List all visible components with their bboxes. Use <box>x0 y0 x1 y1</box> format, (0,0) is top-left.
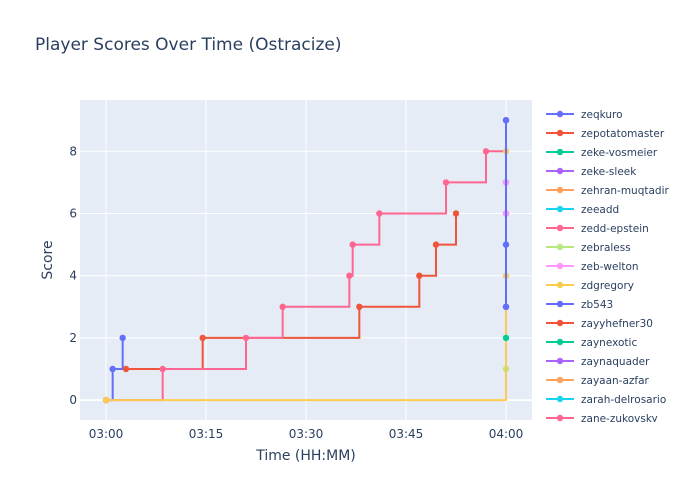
legend-label: zarah-delrosario <box>581 394 666 406</box>
legend-item[interactable]: zdgregory <box>546 280 634 292</box>
data-point <box>119 334 126 342</box>
x-tick-label: 04:00 <box>489 427 524 441</box>
legend-label: zdgregory <box>581 280 634 292</box>
tick-labels: 03:00 03:15 03:30 03:45 04:00 0 2 4 6 8 <box>69 144 523 441</box>
chart-title: Player Scores Over Time (Ostracize) <box>35 35 342 55</box>
x-tick-label: 03:45 <box>389 427 424 441</box>
data-point <box>376 210 383 217</box>
x-tick-label: 03:30 <box>289 427 324 441</box>
x-axis-title: Time (HH:MM) <box>255 448 356 464</box>
legend-marker-icon <box>556 167 564 175</box>
legend-item[interactable]: zaynexotic <box>546 337 637 349</box>
y-tick-label: 2 <box>69 331 77 345</box>
legend-item[interactable]: zb543 <box>546 299 613 311</box>
trace-zepotatomaster <box>122 210 460 373</box>
legend-marker-icon <box>556 148 564 156</box>
data-point <box>102 396 110 404</box>
legend-marker-icon <box>556 414 564 422</box>
legend-marker-icon <box>556 338 564 346</box>
legend-marker-icon <box>556 205 564 213</box>
legend-label: zepotatomaster <box>581 128 665 140</box>
data-point <box>482 148 490 155</box>
data-point <box>159 365 166 373</box>
series-line <box>106 150 507 402</box>
legend-marker-icon <box>556 243 564 251</box>
legend-label: zehran-muqtadir <box>581 185 670 197</box>
legend-item[interactable]: zeke-sleek <box>546 166 637 178</box>
data-point <box>109 365 116 373</box>
legend-item[interactable]: zeke-vosmeier <box>546 147 658 159</box>
legend-marker-icon <box>556 110 564 118</box>
legend-item[interactable]: zebraless <box>546 242 631 254</box>
legend-label: zayaan-azfar <box>581 375 650 387</box>
legend-label: zaynaquader <box>581 356 650 368</box>
data-point <box>199 334 206 342</box>
legend-item[interactable]: zepotatomaster <box>546 128 665 140</box>
data-point <box>349 241 356 248</box>
data-point <box>502 241 510 248</box>
data-point <box>452 210 460 217</box>
legend-label: zb543 <box>581 299 613 311</box>
trace-zb543 <box>502 117 510 311</box>
legend-label: zebraless <box>581 242 631 254</box>
legend-marker-icon <box>556 395 564 403</box>
data-point <box>416 272 423 279</box>
legend-item[interactable]: zehran-muqtadir <box>546 185 670 197</box>
y-tick-label: 0 <box>69 393 77 407</box>
legend-item[interactable]: zayaan-azfar <box>546 375 650 387</box>
legend-item[interactable]: zayyhefner30 <box>546 318 653 330</box>
legend-label: zeqkuro <box>581 109 623 121</box>
trace-zedd-epstein <box>102 148 510 404</box>
legend-marker-icon <box>556 224 564 232</box>
legend-label: zayyhefner30 <box>581 318 653 330</box>
y-tick-label: 6 <box>69 207 77 221</box>
legend-marker-icon <box>556 281 564 289</box>
legend-marker-icon <box>556 319 564 327</box>
y-axis-title: Score <box>40 240 56 279</box>
legend-label: zeeadd <box>581 204 619 216</box>
x-tick-label: 03:15 <box>189 427 224 441</box>
legend-label: zane-zukovsky <box>581 413 658 425</box>
legend-label: zedd-epstein <box>581 223 649 235</box>
legend-label: zeke-vosmeier <box>581 147 658 159</box>
data-point <box>502 303 510 311</box>
legend-item[interactable]: zarah-delrosario <box>546 394 666 406</box>
data-point <box>242 334 250 342</box>
legend-label: zeke-sleek <box>581 166 637 178</box>
data-point <box>346 272 353 279</box>
legend-label: zeb-welton <box>581 261 639 273</box>
y-tick-label: 8 <box>69 144 77 158</box>
data-point <box>432 241 440 248</box>
legend-marker-icon <box>556 129 564 137</box>
data-point <box>356 303 363 311</box>
data-point <box>442 179 450 186</box>
legend-marker-icon <box>556 262 564 270</box>
legend-item[interactable]: zeb-welton <box>546 261 639 273</box>
legend-item[interactable]: zedd-epstein <box>546 223 649 235</box>
legend-item[interactable]: zeeadd <box>546 204 619 216</box>
legend-marker-icon <box>556 376 564 384</box>
data-point <box>122 365 130 373</box>
legend: zeqkuro zepotatomaster zeke-vosmeier zeke-s… <box>546 109 670 425</box>
data-point <box>279 303 286 311</box>
legend-marker-icon <box>556 357 564 365</box>
legend-item[interactable]: zaynaquader <box>546 356 650 368</box>
legend-item[interactable]: zeqkuro <box>546 109 623 121</box>
data-point <box>502 117 510 124</box>
trace-zaynexotic <box>502 334 510 342</box>
y-tick-label: 4 <box>69 269 77 283</box>
legend-marker-icon <box>556 186 564 194</box>
legend-marker-icon <box>556 300 564 308</box>
traces <box>102 117 510 404</box>
data-point <box>502 334 510 342</box>
legend-item[interactable]: zane-zukovsky <box>546 413 658 425</box>
legend-label: zaynexotic <box>581 337 637 349</box>
series-line <box>126 213 457 370</box>
x-tick-label: 03:00 <box>89 427 124 441</box>
